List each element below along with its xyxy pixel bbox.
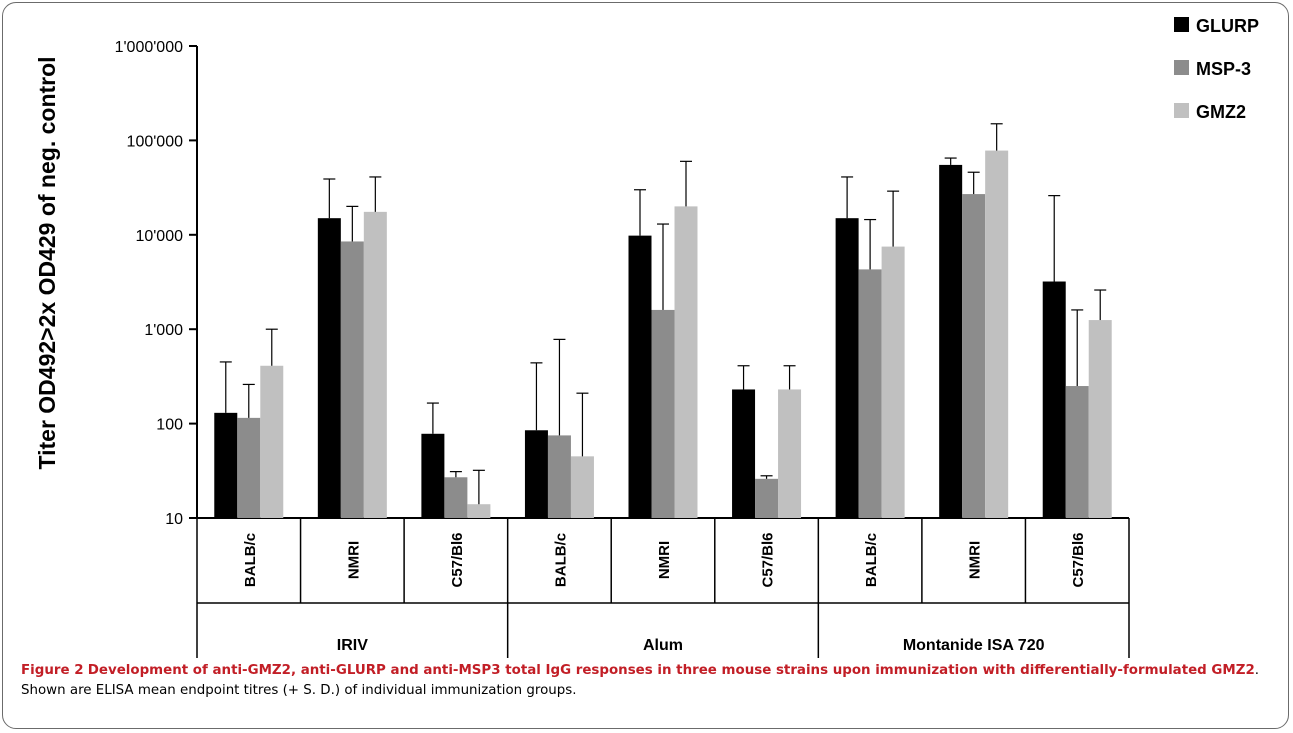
bar-glurp [214, 412, 238, 518]
figure-caption: Figure 2 Development of anti-GMZ2, anti-… [21, 661, 1279, 701]
bar-glurp [421, 433, 445, 518]
bar-gmz2 [881, 246, 905, 518]
bar-gmz2 [260, 365, 284, 518]
x-category-label: C57/Bl6 [760, 532, 777, 587]
figure-label: Figure 2 [21, 663, 84, 678]
x-category-label: BALB/c [863, 533, 880, 587]
bar-glurp [1042, 281, 1066, 518]
x-category-label: C57/Bl6 [1070, 532, 1087, 587]
x-category-label: BALB/c [242, 533, 259, 587]
x-category-label: NMRI [967, 541, 984, 579]
bar-glurp [732, 389, 756, 518]
bar-chart: 10 100 1'000 10'000 100'000 1'000'000 BALB/c N… [34, 16, 1259, 658]
bar-msp3 [444, 477, 468, 518]
figure-title: Development of anti-GMZ2, anti-GLURP and… [87, 663, 1255, 678]
y-tick-label: 10 [165, 511, 183, 528]
x-group-label: IRIV [337, 637, 368, 654]
bar-glurp [939, 164, 963, 518]
x-category-label: NMRI [345, 541, 362, 579]
y-axis-ticks: 10 100 1'000 10'000 100'000 1'000'000 [115, 39, 197, 528]
bar-glurp [835, 218, 859, 518]
legend-swatch [1174, 60, 1189, 75]
bar-msp3 [237, 417, 261, 518]
legend-swatch [1174, 17, 1189, 32]
chart-error-bars [219, 123, 1107, 505]
bar-gmz2 [1088, 320, 1112, 518]
y-tick-label: 10'000 [135, 228, 183, 245]
chart-legend: GLURP MSP-3 GMZ2 [1174, 16, 1259, 122]
bar-glurp [628, 235, 652, 518]
x-group-label: Alum [643, 637, 683, 654]
bar-msp3 [340, 241, 364, 518]
x-category-label: BALB/c [552, 533, 569, 587]
bar-glurp [317, 218, 341, 518]
bar-msp3 [858, 269, 882, 518]
bar-gmz2 [570, 456, 594, 518]
legend-label: MSP-3 [1196, 59, 1251, 79]
legend-label: GLURP [1196, 16, 1259, 36]
bar-gmz2 [467, 504, 491, 518]
x-category-label: C57/Bl6 [449, 532, 466, 587]
x-category-label: NMRI [656, 541, 673, 579]
bar-msp3 [962, 194, 986, 518]
bar-msp3 [1065, 386, 1089, 518]
bar-glurp [524, 430, 548, 518]
legend-swatch [1174, 103, 1189, 118]
bar-gmz2 [363, 211, 387, 518]
y-axis-label: Titer OD492>2x OD429 of neg. control [34, 56, 60, 469]
y-tick-label: 100'000 [127, 133, 184, 150]
bar-gmz2 [674, 206, 698, 519]
x-group-label: Montanide ISA 720 [903, 637, 1045, 654]
bar-msp3 [651, 309, 675, 518]
y-tick-label: 1'000 [144, 322, 183, 339]
y-tick-label: 100 [156, 417, 183, 434]
chart-bars [214, 150, 1112, 519]
figure-caption-text: . Shown are ELISA mean endpoint titres (… [21, 663, 1260, 698]
legend-label: GMZ2 [1196, 102, 1246, 122]
bar-gmz2 [985, 150, 1009, 518]
bar-msp3 [755, 478, 779, 518]
y-tick-label: 1'000'000 [115, 39, 184, 56]
x-axis-categories: BALB/c NMRI C57/Bl6 BALB/c NMRI C57/Bl6 BALB/c… [242, 532, 1087, 654]
bar-msp3 [547, 435, 571, 518]
bar-gmz2 [778, 389, 802, 518]
